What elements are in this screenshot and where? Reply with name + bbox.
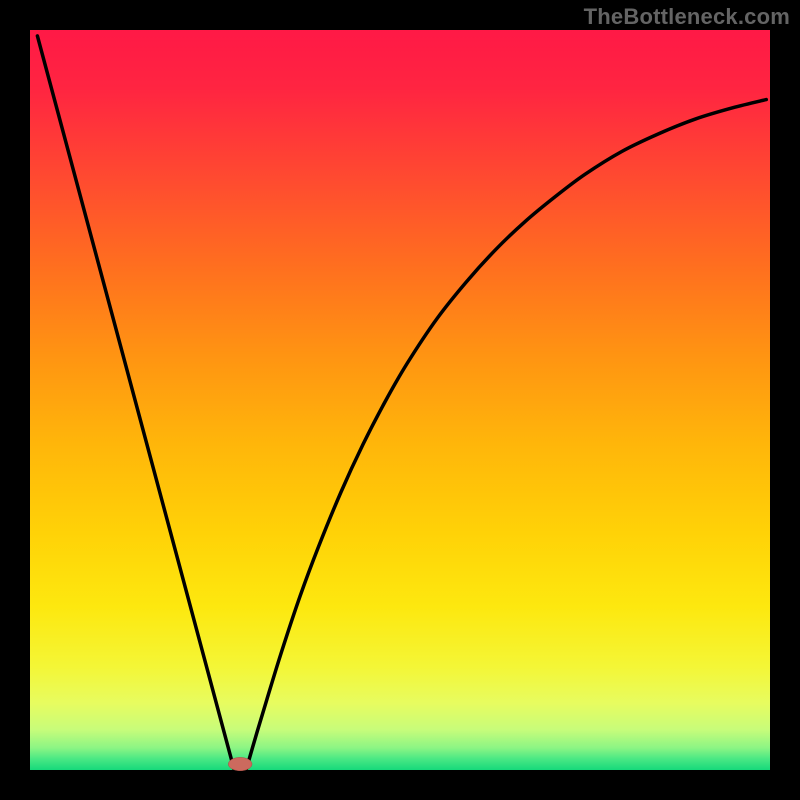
watermark-text: TheBottleneck.com [584, 4, 790, 30]
chart-container: TheBottleneck.com [0, 0, 800, 800]
plot-background [30, 30, 770, 770]
optimal-marker [228, 757, 252, 770]
chart-svg [0, 0, 800, 800]
